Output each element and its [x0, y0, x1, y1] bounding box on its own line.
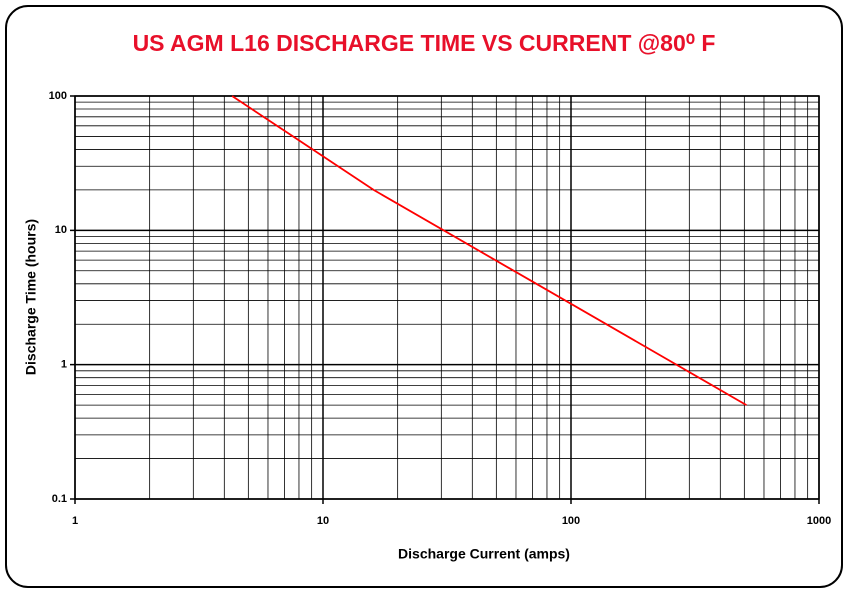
chart-title: US AGM L16 DISCHARGE TIME VS CURRENT @80…: [133, 30, 716, 56]
y-tick-label: 10: [55, 224, 67, 236]
y-tick-label: 1: [61, 359, 67, 371]
data-line: [231, 95, 747, 406]
y-tick-label: 100: [49, 90, 67, 102]
x-tick-label: 1: [72, 515, 78, 527]
plot-border: [74, 95, 820, 500]
x-tick-label: 1000: [807, 515, 831, 527]
frame: [5, 5, 843, 588]
x-axis-label: Discharge Current (amps): [398, 546, 570, 562]
y-axis-label: Discharge Time (hours): [23, 219, 39, 375]
x-tick-label: 10: [317, 515, 329, 527]
y-tick-label: 0.1: [52, 493, 67, 505]
x-tick-label: 100: [562, 515, 580, 527]
